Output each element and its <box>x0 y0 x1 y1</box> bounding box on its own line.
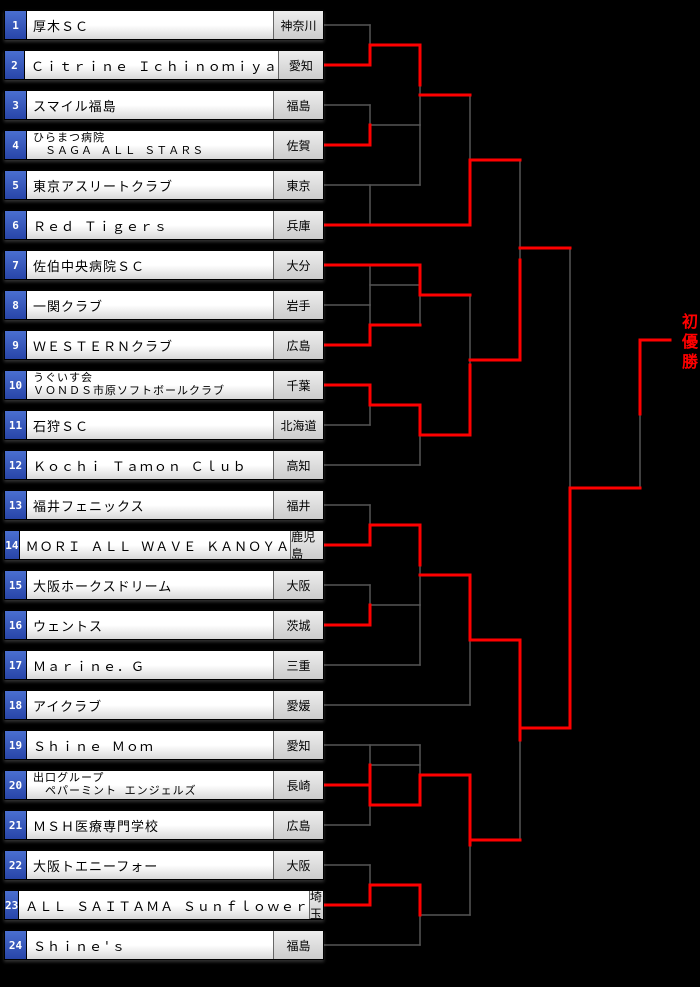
team-name: 福井フェニックス <box>27 491 273 519</box>
seed-badge: 15 <box>5 571 27 599</box>
region-label: 福島 <box>273 91 323 119</box>
seed-badge: 10 <box>5 371 27 399</box>
team-row: 18アイクラブ愛媛 <box>4 690 324 720</box>
team-name: Ｒｅｄ Ｔｉｇｅｒｓ <box>27 211 273 239</box>
seed-badge: 22 <box>5 851 27 879</box>
seed-badge: 11 <box>5 411 27 439</box>
region-label: 広島 <box>273 811 323 839</box>
team-row: 11石狩ＳＣ北海道 <box>4 410 324 440</box>
team-name: 大阪ホークスドリーム <box>27 571 273 599</box>
region-label: 茨城 <box>273 611 323 639</box>
region-label: 高知 <box>273 451 323 479</box>
seed-badge: 14 <box>5 531 20 559</box>
region-label: 大阪 <box>273 851 323 879</box>
team-name: ＭＳＨ医療専門学校 <box>27 811 273 839</box>
team-row: 21ＭＳＨ医療専門学校広島 <box>4 810 324 840</box>
seed-badge: 24 <box>5 931 27 959</box>
region-label: 愛知 <box>278 51 323 79</box>
seed-badge: 19 <box>5 731 27 759</box>
team-row: 7佐伯中央病院ＳＣ大分 <box>4 250 324 280</box>
team-row: 2Ｃｉｔｒｉｎｅ Ｉｃｈｉｎｏｍｉｙａ愛知 <box>4 50 324 80</box>
team-row: 16ウェントス茨城 <box>4 610 324 640</box>
team-name: ＭＯＲＩ ＡＬＬ ＷＡＶＥ ＫＡＮＯＹＡ <box>20 531 290 559</box>
team-name: アイクラブ <box>27 691 273 719</box>
team-row: 4ひらまつ病院 ＳＡＧＡ ＡＬＬ ＳＴＡＲＳ佐賀 <box>4 130 324 160</box>
team-row: 24Ｓｈｉｎｅ'ｓ福島 <box>4 930 324 960</box>
seed-badge: 3 <box>5 91 27 119</box>
team-row: 3スマイル福島福島 <box>4 90 324 120</box>
seed-badge: 18 <box>5 691 27 719</box>
team-row: 5東京アスリートクラブ東京 <box>4 170 324 200</box>
seed-badge: 23 <box>5 891 19 919</box>
team-row: 17Ｍａｒｉｎｅ．Ｇ三重 <box>4 650 324 680</box>
team-row: 8一関クラブ岩手 <box>4 290 324 320</box>
team-name: スマイル福島 <box>27 91 273 119</box>
region-label: 東京 <box>273 171 323 199</box>
seed-badge: 5 <box>5 171 27 199</box>
team-row: 1厚木ＳＣ神奈川 <box>4 10 324 40</box>
seed-badge: 12 <box>5 451 27 479</box>
team-name: 一関クラブ <box>27 291 273 319</box>
seed-badge: 17 <box>5 651 27 679</box>
team-row: 19Ｓｈｉｎｅ Ｍｏｍ愛知 <box>4 730 324 760</box>
seed-badge: 1 <box>5 11 27 39</box>
seed-badge: 8 <box>5 291 27 319</box>
region-label: 愛知 <box>273 731 323 759</box>
region-label: 大阪 <box>273 571 323 599</box>
region-label: 神奈川 <box>273 11 323 39</box>
team-row: 14ＭＯＲＩ ＡＬＬ ＷＡＶＥ ＫＡＮＯＹＡ鹿児島 <box>4 530 324 560</box>
team-name: ひらまつ病院 ＳＡＧＡ ＡＬＬ ＳＴＡＲＳ <box>27 131 273 159</box>
region-label: 北海道 <box>273 411 323 439</box>
team-name: Ｃｉｔｒｉｎｅ Ｉｃｈｉｎｏｍｉｙａ <box>25 51 278 79</box>
team-name: Ｓｈｉｎｅ Ｍｏｍ <box>27 731 273 759</box>
seed-badge: 20 <box>5 771 27 799</box>
region-label: 岩手 <box>273 291 323 319</box>
team-name: 佐伯中央病院ＳＣ <box>27 251 273 279</box>
team-row: 6Ｒｅｄ Ｔｉｇｅｒｓ兵庫 <box>4 210 324 240</box>
team-row: 10うぐいす会ＶＯＮＤＳ市原ソフトボールクラブ千葉 <box>4 370 324 400</box>
region-label: 福井 <box>273 491 323 519</box>
seed-badge: 16 <box>5 611 27 639</box>
team-name: Ｋｏｃｈｉ Ｔａｍｏｎ Ｃｌｕｂ <box>27 451 273 479</box>
team-name: 石狩ＳＣ <box>27 411 273 439</box>
region-label: 大分 <box>273 251 323 279</box>
region-label: 千葉 <box>273 371 323 399</box>
seed-badge: 2 <box>5 51 25 79</box>
team-row: 13福井フェニックス福井 <box>4 490 324 520</box>
team-name: ウェントス <box>27 611 273 639</box>
team-name: ＷＥＳＴＥＲＮクラブ <box>27 331 273 359</box>
seed-badge: 21 <box>5 811 27 839</box>
seed-badge: 7 <box>5 251 27 279</box>
region-label: 佐賀 <box>273 131 323 159</box>
region-label: 広島 <box>273 331 323 359</box>
team-row: 20出口グループ ペパーミント エンジェルズ長崎 <box>4 770 324 800</box>
team-name: Ｓｈｉｎｅ'ｓ <box>27 931 273 959</box>
region-label: 三重 <box>273 651 323 679</box>
team-name: 大阪トエニーフォー <box>27 851 273 879</box>
region-label: 埼玉 <box>309 891 323 919</box>
seed-badge: 13 <box>5 491 27 519</box>
team-name: 東京アスリートクラブ <box>27 171 273 199</box>
team-row: 15大阪ホークスドリーム大阪 <box>4 570 324 600</box>
team-name: Ｍａｒｉｎｅ．Ｇ <box>27 651 273 679</box>
team-name: 厚木ＳＣ <box>27 11 273 39</box>
team-name: うぐいす会ＶＯＮＤＳ市原ソフトボールクラブ <box>27 371 273 399</box>
team-name: 出口グループ ペパーミント エンジェルズ <box>27 771 273 799</box>
team-row: 12Ｋｏｃｈｉ Ｔａｍｏｎ Ｃｌｕｂ高知 <box>4 450 324 480</box>
team-row: 9ＷＥＳＴＥＲＮクラブ広島 <box>4 330 324 360</box>
region-label: 兵庫 <box>273 211 323 239</box>
region-label: 福島 <box>273 931 323 959</box>
region-label: 鹿児島 <box>290 531 323 559</box>
champion-label: 初優勝 <box>676 313 700 373</box>
team-row: 22大阪トエニーフォー大阪 <box>4 850 324 880</box>
seed-badge: 4 <box>5 131 27 159</box>
seed-badge: 6 <box>5 211 27 239</box>
team-row: 23ＡＬＬ ＳＡＩＴＡＭＡ Ｓｕｎｆｌｏｗｅｒ埼玉 <box>4 890 324 920</box>
region-label: 愛媛 <box>273 691 323 719</box>
seed-badge: 9 <box>5 331 27 359</box>
region-label: 長崎 <box>273 771 323 799</box>
team-name: ＡＬＬ ＳＡＩＴＡＭＡ Ｓｕｎｆｌｏｗｅｒ <box>19 891 309 919</box>
